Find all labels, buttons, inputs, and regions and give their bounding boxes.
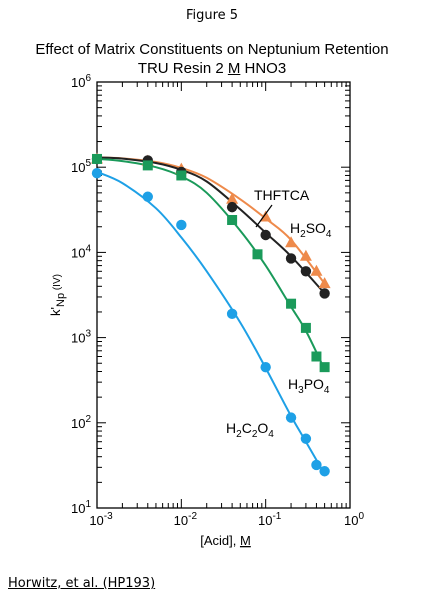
point-h3po4: [319, 362, 330, 373]
subtitle-prefix: TRU Resin 2: [137, 60, 228, 77]
point-h3po4: [92, 153, 102, 164]
y-tick-label: 105: [71, 158, 91, 175]
chart-title: Effect of Matrix Constituents on Neptuni…: [35, 41, 389, 58]
point-h3po4: [176, 170, 187, 181]
point-h3po4: [311, 351, 322, 362]
point-thftca: [310, 264, 323, 276]
y-tick-label: 103: [71, 329, 91, 346]
curve-h2so4: [96, 156, 326, 295]
label-thftca: THFTCA: [254, 187, 310, 203]
point-h2so4: [226, 201, 238, 213]
point-h3po4: [142, 160, 153, 171]
x-tick-label: 10-2: [174, 511, 198, 528]
point-thftca: [285, 236, 298, 248]
point-h2c2o4: [285, 412, 297, 423]
point-thftca: [226, 192, 239, 204]
point-h2so4: [319, 288, 330, 299]
point-h2c2o4: [142, 191, 153, 202]
y-axis-title: k'Np (IV): [48, 274, 67, 316]
point-h2c2o4: [319, 466, 330, 477]
y-tick-label: 106: [71, 73, 91, 90]
curve-h2c2o4: [96, 170, 326, 475]
curve-h3po4: [96, 157, 326, 371]
point-h2c2o4: [300, 433, 312, 444]
x-tick-label: 100: [344, 511, 364, 528]
thftca-leader-line: [255, 204, 273, 228]
point-thftca: [318, 277, 331, 289]
subtitle-unit: M: [227, 60, 241, 77]
point-h2so4: [285, 253, 297, 264]
point-h2c2o4: [260, 361, 271, 373]
x-axis-title: [Acid], M: [200, 533, 251, 548]
point-h2so4: [300, 266, 312, 277]
subtitle-suffix: HNO3: [240, 60, 287, 77]
point-thftca: [299, 249, 312, 261]
point-h2c2o4: [91, 168, 103, 179]
point-h3po4: [300, 322, 311, 333]
label-h3po4: H3PO4: [288, 376, 330, 396]
point-h2c2o4: [176, 219, 187, 231]
label-h2so4: H2SO4: [290, 220, 332, 240]
plot-frame: [96, 81, 351, 509]
figure-label: Figure 5: [185, 8, 239, 23]
point-h3po4: [227, 215, 238, 226]
point-h2c2o4: [226, 308, 238, 320]
point-h3po4: [252, 249, 263, 260]
y-tick-label: 102: [71, 414, 91, 431]
point-h3po4: [286, 298, 297, 309]
label-h2c2o4: H2C2O4: [226, 420, 274, 440]
point-h2so4: [260, 229, 271, 241]
y-tick-label: 104: [71, 243, 91, 260]
y-tick-label: 101: [71, 499, 91, 516]
chart-subtitle: TRU Resin 2 M HNO3: [0, 60, 424, 77]
x-tick-label: 10-1: [258, 511, 282, 528]
x-tick-label: 10-3: [89, 511, 113, 528]
point-h2c2o4: [311, 459, 322, 471]
credit-line: Horwitz, et al. (HP193): [8, 576, 156, 591]
